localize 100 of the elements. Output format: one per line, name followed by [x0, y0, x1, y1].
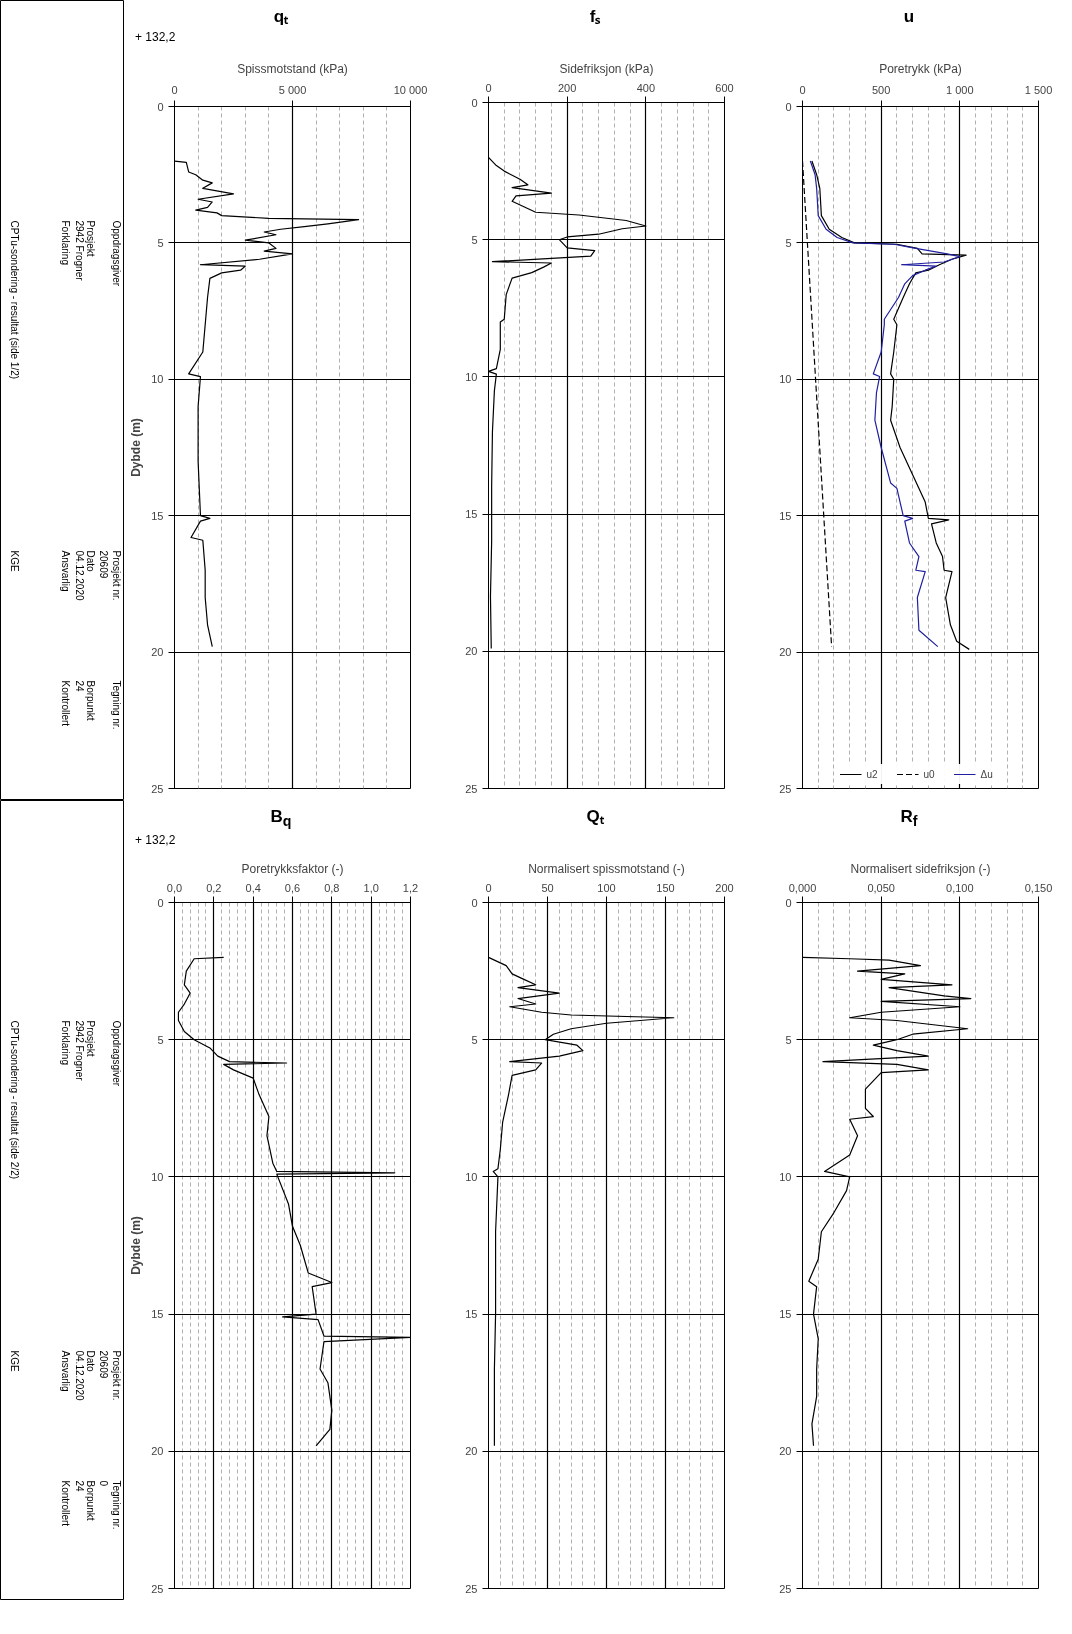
text: Tegning nr.: [111, 1480, 122, 1530]
text: KGE: [9, 1350, 20, 1372]
y-axis-title: Dybde (m): [129, 1216, 144, 1275]
legend-label: u0: [923, 768, 936, 780]
text: + 132,2: [134, 29, 177, 47]
text: 04.12.2020: [73, 550, 85, 601]
y-tick-label: 0: [785, 100, 792, 113]
text: Oppdragsgiver: [111, 1020, 122, 1087]
x-tick-label: 0,8: [324, 881, 340, 894]
y-tick-label: 15: [779, 1308, 792, 1321]
text: 2942 Frogner: [74, 220, 85, 282]
x-tick-label: 0,2: [206, 881, 222, 894]
y-tick-label: 25: [151, 782, 164, 795]
text: Borpunkt: [85, 680, 96, 721]
text: + 132,2: [134, 831, 177, 849]
chart-title: u: [902, 6, 916, 28]
x-tick-label: 0,150: [1024, 881, 1053, 894]
text: Dato: [85, 550, 96, 573]
x-tick-label: 0,100: [946, 881, 974, 894]
x-tick-label: 400: [636, 81, 656, 94]
y-tick-label: 5: [471, 233, 478, 246]
text: 0: [97, 1480, 109, 1487]
text: 2942 Frogner: [74, 1020, 85, 1082]
y-tick-label: 5: [785, 236, 792, 249]
x-tick-label: 0,050: [867, 881, 895, 894]
x-tick-label: 50: [541, 881, 554, 894]
x-tick-label: 1 000: [946, 83, 974, 96]
y-tick-label: 15: [151, 1308, 164, 1321]
text: 24: [73, 1480, 85, 1493]
x-tick-label: 200: [557, 81, 577, 94]
x-tick-label: 0: [485, 81, 492, 94]
chart-title: B$_{q}$: [269, 806, 293, 832]
y-tick-label: 0: [785, 896, 792, 909]
y-tick-label: 20: [779, 646, 792, 659]
y-tick-label: 0: [157, 896, 164, 909]
y-tick-label: 10: [151, 373, 164, 386]
x-tick-label: 0,6: [284, 881, 301, 894]
chart-title: fₛ: [588, 6, 602, 28]
y-tick-label: 25: [779, 1582, 792, 1595]
y-tick-label: 10: [151, 1170, 164, 1183]
y-tick-label: 5: [471, 1033, 478, 1046]
text: Prosjekt: [85, 1020, 96, 1057]
x-tick-label: 500: [871, 83, 891, 96]
x-tick-label: 150: [656, 881, 675, 894]
text: CPTu-sondering - resultat (side 1/2): [9, 220, 20, 380]
text: Tegning nr.: [111, 680, 122, 730]
y-tick-label: 10: [779, 373, 792, 386]
y-tick-label: 20: [465, 645, 478, 658]
y-tick-label: 15: [465, 508, 478, 521]
x-axis-title: Sidefriksjon (kPa): [559, 61, 654, 76]
x-tick-label: 1,2: [402, 881, 419, 894]
x-tick-label: 100: [597, 881, 616, 894]
chart-title: R$_{f}$: [899, 806, 919, 832]
y-tick-label: 0: [471, 96, 478, 109]
x-axis-title: Normalisert sidefriksjon (-): [850, 861, 991, 876]
legend-label: u2: [866, 768, 879, 780]
x-tick-label: 200: [715, 881, 734, 894]
text: Prosjekt: [85, 220, 96, 257]
x-tick-label: 0,4: [245, 881, 261, 894]
text: Oppdragsgiver: [111, 220, 122, 287]
text: 20609: [97, 550, 109, 579]
y-tick-label: 20: [779, 1445, 792, 1458]
y-tick-label: 25: [151, 1582, 164, 1595]
legend-label: Δu: [980, 768, 994, 780]
x-axis-title: Poretrykk (kPa): [879, 61, 962, 76]
text: 24: [73, 680, 85, 693]
y-tick-label: 10: [779, 1170, 792, 1183]
text: Dato: [85, 1350, 96, 1373]
x-tick-label: 600: [715, 81, 734, 94]
x-tick-label: 0,000: [788, 881, 817, 894]
x-axis-title: Normalisert spissmotstand (-): [528, 861, 685, 876]
y-tick-label: 10: [465, 370, 478, 383]
text: Prosjekt nr.: [111, 1350, 122, 1401]
x-tick-label: 0,0: [166, 881, 183, 894]
x-axis-title: Poretrykksfaktor (-): [241, 861, 344, 876]
y-tick-label: 25: [779, 782, 792, 795]
text: 20609: [97, 1350, 109, 1379]
text: Kontrollert: [60, 680, 71, 727]
text: Prosjekt nr.: [111, 550, 122, 601]
y-tick-label: 20: [151, 1445, 164, 1458]
x-tick-label: 10 000: [393, 83, 428, 96]
x-tick-label: 0: [171, 83, 178, 96]
y-tick-label: 0: [471, 896, 478, 909]
y-axis-title: Dybde (m): [129, 418, 144, 477]
y-tick-label: 20: [465, 1445, 478, 1458]
y-tick-label: 15: [779, 509, 792, 522]
x-tick-label: 0: [485, 881, 492, 894]
text: CPTu-sondering - resultat (side 2/2): [9, 1020, 20, 1180]
y-tick-label: 5: [157, 1033, 164, 1046]
y-tick-label: 15: [151, 509, 164, 522]
x-tick-label: 0: [799, 83, 806, 96]
x-tick-label: 1 500: [1024, 83, 1053, 96]
chart-title: Qₜ: [585, 806, 605, 828]
y-tick-label: 10: [465, 1170, 478, 1183]
chart-title: qₜ: [272, 6, 290, 28]
y-tick-label: 0: [157, 100, 164, 113]
text: Borpunkt: [85, 1480, 96, 1521]
text: Kontrollert: [60, 1480, 71, 1527]
text: 04.12.2020: [73, 1350, 85, 1401]
y-tick-label: 5: [785, 1033, 792, 1046]
